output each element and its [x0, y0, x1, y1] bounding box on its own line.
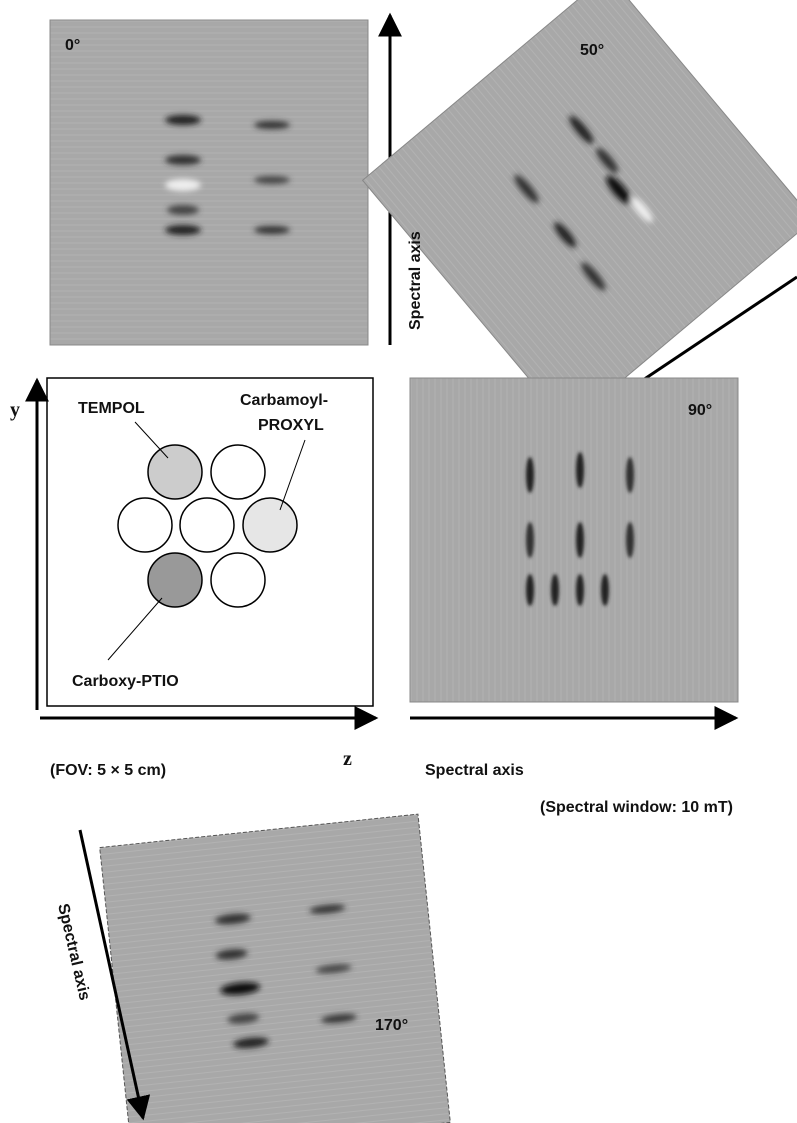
panel-label: 170° — [375, 1017, 408, 1034]
tempol-label: TEMPOL — [78, 400, 145, 417]
figure: 0° 50° Spectral axis TEMPOL Carbamoyl- P… — [0, 0, 797, 1123]
phantom: TEMPOL Carbamoyl- PROXYL Carboxy-PTIO — [47, 378, 373, 706]
panel-0: 0° — [50, 20, 368, 345]
panel-label: 0° — [65, 37, 80, 54]
axis-label: Spectral axis — [425, 762, 524, 779]
panel-90: 90° — [410, 378, 738, 702]
panel-label: 90° — [688, 402, 712, 419]
panel-170 — [100, 814, 451, 1123]
spectral-window: (Spectral window: 10 mT) — [540, 799, 733, 816]
axis-label: Spectral axis — [407, 231, 424, 330]
axis-label: Spectral axis — [54, 902, 93, 1002]
fov: (FOV: 5 × 5 cm) — [50, 762, 166, 779]
carbamoyl-label: PROXYL — [258, 417, 324, 434]
carbamoyl-label: Carbamoyl- — [240, 392, 328, 409]
panel-label: 50° — [580, 42, 604, 59]
z-axis-label: z — [343, 748, 352, 770]
panel-50 — [363, 0, 797, 425]
y-axis-label: y — [10, 399, 20, 421]
carboxy-label: Carboxy-PTIO — [72, 673, 179, 690]
